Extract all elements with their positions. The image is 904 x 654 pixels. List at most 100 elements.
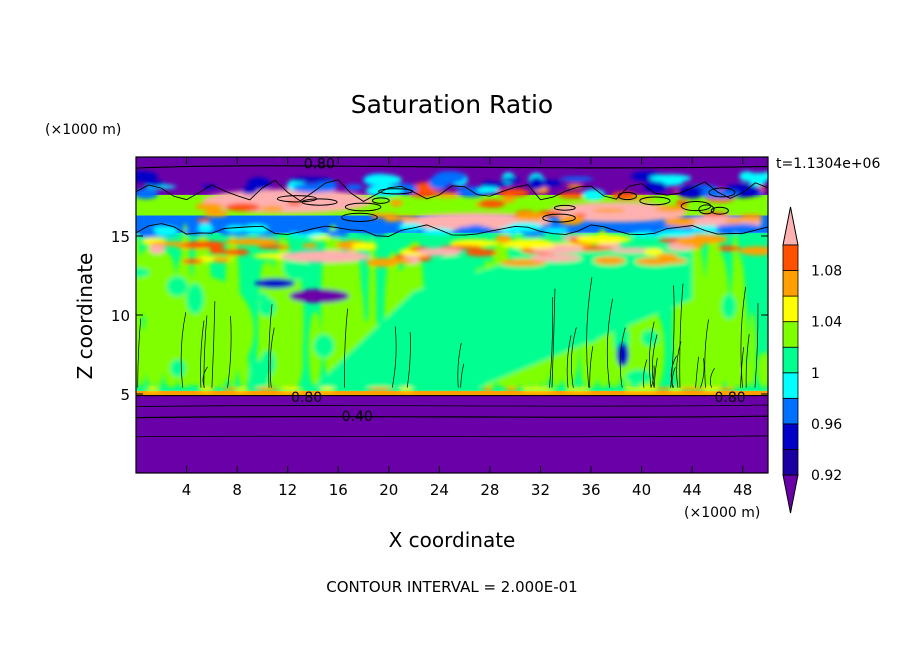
blue-top bbox=[315, 179, 338, 192]
contour-1.00-upper bbox=[136, 179, 768, 202]
contour-plume bbox=[551, 288, 556, 388]
speck bbox=[145, 387, 161, 392]
teal-patch bbox=[585, 304, 608, 324]
teal-patch bbox=[606, 266, 620, 299]
x-axis-label: X coordinate bbox=[389, 528, 516, 552]
x-axis-ticks: 4 8 12 16 20 24 28 32 36 40 44 48 bbox=[182, 157, 752, 499]
streak bbox=[656, 253, 678, 259]
streak bbox=[738, 246, 768, 256]
teal-patch bbox=[440, 332, 463, 363]
fringe bbox=[196, 218, 212, 223]
speck bbox=[398, 387, 414, 392]
contour-closed bbox=[341, 212, 378, 222]
speck bbox=[668, 387, 683, 392]
contour-closed bbox=[710, 206, 729, 215]
teal-patch bbox=[573, 330, 599, 344]
x-tick-label: 24 bbox=[430, 481, 449, 499]
contour-labels: 0.80 0.80 0.40 0.80 bbox=[291, 156, 746, 425]
blue-top bbox=[644, 181, 667, 193]
contour-plume bbox=[180, 312, 187, 388]
contour-closed bbox=[276, 195, 318, 203]
contour-plume bbox=[745, 334, 750, 388]
streak bbox=[717, 245, 741, 252]
contour-closed bbox=[708, 187, 736, 198]
contour-plume bbox=[670, 355, 677, 388]
plume bbox=[705, 242, 715, 388]
fringe bbox=[557, 192, 590, 199]
contour-closed bbox=[698, 204, 715, 215]
colorbar-top-extend bbox=[782, 206, 799, 246]
blue-top bbox=[649, 174, 691, 183]
colorbar-label: 0.96 bbox=[811, 417, 842, 433]
contour-plume bbox=[649, 321, 655, 388]
speck bbox=[673, 387, 707, 392]
colorbar-label: 1.04 bbox=[811, 315, 842, 331]
contour-lines bbox=[136, 165, 768, 438]
y-tick-label: 5 bbox=[120, 386, 130, 404]
streak bbox=[224, 238, 281, 246]
teal-patch bbox=[471, 323, 490, 335]
speck bbox=[367, 387, 394, 392]
colorbar-segment bbox=[782, 397, 799, 425]
contour-plume bbox=[671, 367, 676, 388]
streak bbox=[593, 256, 626, 265]
colorbar-segment bbox=[782, 372, 799, 399]
contour-plume bbox=[391, 326, 397, 388]
contour-plume bbox=[704, 319, 709, 388]
teal-patch bbox=[634, 266, 644, 281]
plume bbox=[710, 253, 730, 388]
contour-label-3: 0.80 bbox=[714, 390, 745, 406]
y-unit-label: (×1000 m) bbox=[45, 122, 121, 138]
contour-closed bbox=[553, 204, 576, 211]
teal-wedge bbox=[312, 245, 693, 388]
contour-plume bbox=[754, 302, 759, 388]
plume bbox=[757, 352, 768, 388]
streak bbox=[182, 240, 226, 249]
x-tick-label: 8 bbox=[232, 481, 242, 499]
contour-label-0: 0.80 bbox=[304, 156, 335, 172]
fringe bbox=[724, 218, 743, 224]
teal-patch bbox=[721, 293, 737, 319]
colorbar-label: 0.92 bbox=[811, 468, 842, 484]
contour-closed bbox=[617, 191, 637, 201]
speck bbox=[278, 387, 305, 392]
teal-patch bbox=[166, 276, 188, 297]
fringe bbox=[432, 192, 461, 198]
teal-patch bbox=[313, 334, 335, 358]
contour-0.40 bbox=[136, 415, 768, 419]
speck bbox=[234, 387, 250, 392]
colorbar-segment bbox=[782, 244, 799, 271]
x-unit-label: (×1000 m) bbox=[684, 505, 760, 521]
teal-patch bbox=[466, 273, 486, 293]
streak bbox=[495, 234, 513, 244]
streak bbox=[149, 241, 194, 247]
blue-top bbox=[701, 190, 724, 195]
contour-0.80-lower bbox=[136, 394, 768, 397]
heatmap-field bbox=[136, 157, 768, 473]
plume bbox=[586, 341, 595, 388]
contour-plume bbox=[549, 297, 554, 388]
blue-edge bbox=[657, 229, 697, 237]
blue-top bbox=[364, 174, 402, 186]
contour-closed bbox=[371, 197, 390, 204]
field-band-0 bbox=[136, 433, 768, 473]
teal-patch bbox=[573, 295, 598, 309]
colorbar-segment bbox=[782, 346, 799, 374]
teal-patch bbox=[488, 291, 509, 305]
streak bbox=[257, 244, 291, 249]
fringe bbox=[501, 196, 516, 203]
contour-closed bbox=[639, 196, 671, 206]
x-tick-label: 32 bbox=[531, 481, 550, 499]
plume bbox=[286, 331, 304, 388]
blue-top bbox=[582, 189, 606, 201]
fringe bbox=[676, 199, 689, 206]
chart-title: Saturation Ratio bbox=[351, 90, 553, 119]
contour-plume bbox=[679, 283, 684, 388]
contour-plume bbox=[203, 315, 208, 388]
contour-plume bbox=[670, 285, 675, 388]
field-band-1 bbox=[136, 395, 768, 434]
teal-patch bbox=[537, 317, 547, 331]
contour-plume bbox=[589, 346, 594, 388]
colorbar-segment bbox=[782, 270, 799, 297]
blue-top bbox=[289, 177, 333, 183]
